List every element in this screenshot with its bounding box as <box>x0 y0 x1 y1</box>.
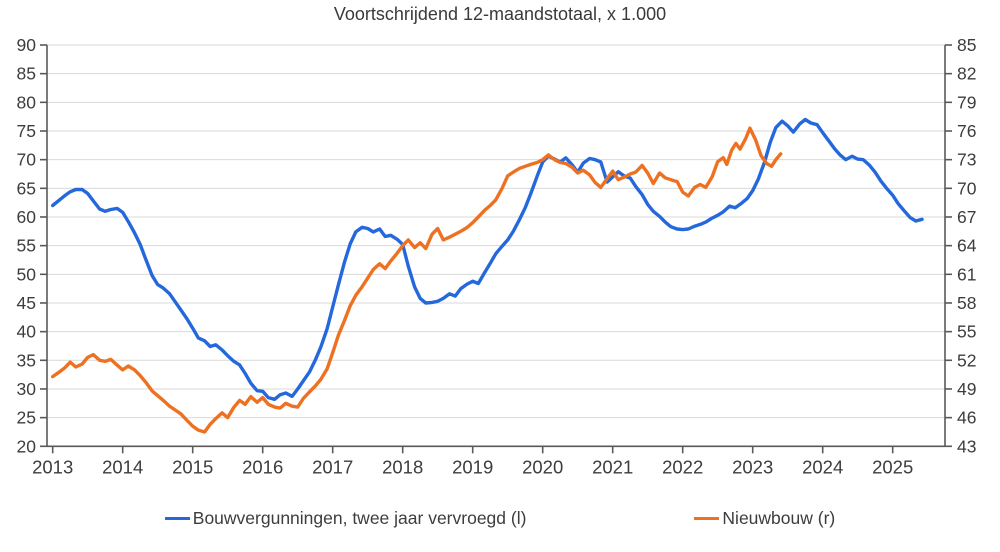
svg-text:58: 58 <box>957 293 976 313</box>
svg-text:2017: 2017 <box>312 456 353 477</box>
svg-text:70: 70 <box>17 150 37 170</box>
svg-text:40: 40 <box>17 322 37 342</box>
legend-label: Bouwvergunningen, twee jaar vervroegd (l… <box>192 508 527 528</box>
chart-title: Voortschrijdend 12-maandstotaal, x 1.000 <box>333 4 667 24</box>
legend-label: Nieuwbouw (r) <box>722 508 836 528</box>
svg-text:2021: 2021 <box>592 456 633 477</box>
svg-text:2018: 2018 <box>382 456 423 477</box>
legend-item-nieuwbouw: Nieuwbouw (r) <box>694 508 835 529</box>
svg-text:50: 50 <box>17 264 37 284</box>
svg-text:2023: 2023 <box>732 456 773 477</box>
svg-text:70: 70 <box>957 178 977 198</box>
series-line-bouwvergunningen <box>51 117 924 401</box>
svg-text:85: 85 <box>957 35 976 55</box>
left-axis-ticks: 20 25 30 35 40 45 50 55 60 65 70 75 80 85 90 <box>17 35 47 456</box>
series-line-nieuwbouw <box>51 126 783 434</box>
svg-text:79: 79 <box>957 92 976 112</box>
svg-text:64: 64 <box>957 236 977 256</box>
svg-text:2025: 2025 <box>872 456 913 477</box>
svg-text:75: 75 <box>17 121 36 141</box>
orange-line-swatch-icon <box>694 517 720 520</box>
svg-text:45: 45 <box>17 293 36 313</box>
svg-text:55: 55 <box>957 322 976 342</box>
svg-text:76: 76 <box>957 121 976 141</box>
svg-text:2024: 2024 <box>802 456 843 477</box>
x-axis-ticks: 2013 2014 2015 2016 2017 2018 2019 2020 2021 2022… <box>32 446 913 477</box>
svg-text:30: 30 <box>17 379 37 399</box>
svg-text:25: 25 <box>17 408 36 428</box>
svg-text:65: 65 <box>17 178 36 198</box>
svg-text:43: 43 <box>957 436 976 456</box>
legend-item-bouwvergunningen: Bouwvergunningen, twee jaar vervroegd (l… <box>164 508 527 529</box>
svg-text:67: 67 <box>957 207 976 227</box>
svg-text:49: 49 <box>957 379 976 399</box>
svg-text:60: 60 <box>17 207 37 227</box>
gridlines <box>47 44 945 419</box>
svg-text:35: 35 <box>17 350 36 370</box>
chart-legend: Bouwvergunningen, twee jaar vervroegd (l… <box>0 508 1000 529</box>
svg-text:46: 46 <box>957 408 976 428</box>
line-chart: 2025303540455055606570758085904346495255… <box>17 35 977 477</box>
svg-text:52: 52 <box>957 350 976 370</box>
svg-text:2014: 2014 <box>102 456 143 477</box>
right-axis-ticks: 43 46 49 52 55 58 61 64 67 70 73 76 79 82 85 <box>945 35 977 456</box>
svg-text:2019: 2019 <box>452 456 493 477</box>
svg-text:2016: 2016 <box>242 456 283 477</box>
svg-text:2020: 2020 <box>522 456 563 477</box>
svg-text:20: 20 <box>17 436 37 456</box>
svg-text:2015: 2015 <box>172 456 213 477</box>
svg-text:61: 61 <box>957 264 976 284</box>
svg-text:2013: 2013 <box>32 456 73 477</box>
svg-text:55: 55 <box>17 236 36 256</box>
svg-text:73: 73 <box>957 150 976 170</box>
blue-line-swatch-icon <box>164 517 190 520</box>
svg-text:2022: 2022 <box>662 456 703 477</box>
svg-text:82: 82 <box>957 64 976 84</box>
svg-text:90: 90 <box>17 35 37 55</box>
svg-text:85: 85 <box>17 64 36 84</box>
svg-text:80: 80 <box>17 92 37 112</box>
